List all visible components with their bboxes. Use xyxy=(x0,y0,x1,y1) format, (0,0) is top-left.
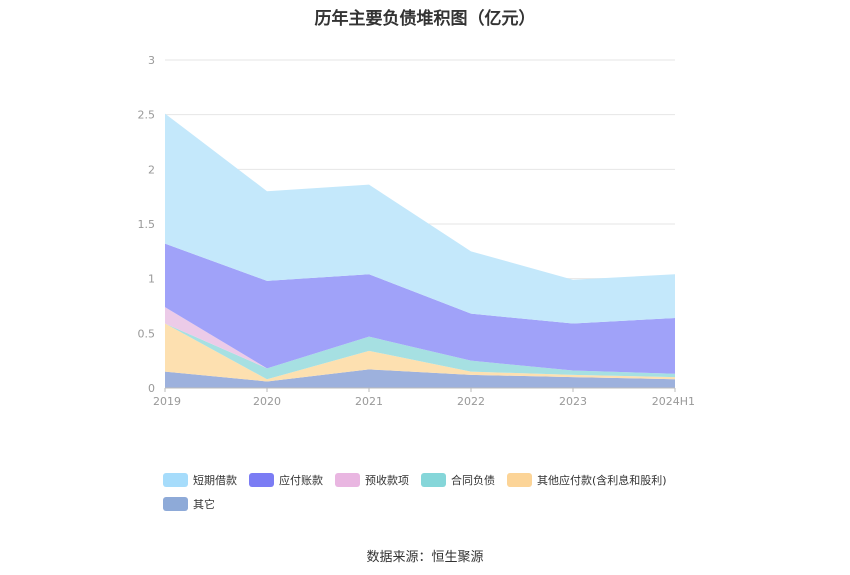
axis-layer: 0 0.5 1 1.5 2 2.5 3 2019 2020 2021 2022 2023 2024H1 xyxy=(138,54,696,408)
y-tick-label: 0 xyxy=(148,382,155,395)
series-area xyxy=(165,369,675,388)
chart-canvas: 0 0.5 1 1.5 2 2.5 3 2019 2020 2021 2022 2023 2024H1 xyxy=(138,54,696,408)
legend-item[interactable]: 短期借款 xyxy=(163,471,237,489)
series-area xyxy=(165,323,675,382)
series-area xyxy=(165,323,675,380)
x-tick-label: 2021 xyxy=(355,395,383,408)
series-area xyxy=(165,113,675,324)
data-source-note: 数据来源：恒生聚源 xyxy=(366,550,484,565)
legend-label: 预收款项 xyxy=(365,474,409,487)
legend-label: 其它 xyxy=(193,498,215,511)
legend-item[interactable]: 预收款项 xyxy=(335,471,409,489)
x-tick-label: 2024H1 xyxy=(652,395,695,408)
legend-item[interactable]: 其他应付款(含利息和股利) xyxy=(507,471,667,489)
chart-title: 历年主要负债堆积图（亿元） xyxy=(314,9,536,29)
legend-item[interactable]: 应付账款 xyxy=(249,471,323,489)
legend-swatch xyxy=(507,473,532,487)
legend-swatch xyxy=(163,473,188,487)
legend-label: 应付账款 xyxy=(279,474,323,487)
y-tick-label: 2.5 xyxy=(138,109,156,122)
legend-swatch xyxy=(421,473,446,487)
legend-item[interactable]: 合同负债 xyxy=(421,471,495,489)
y-tick-label: 0.5 xyxy=(138,327,156,340)
legend-swatch xyxy=(335,473,360,487)
y-tick-label: 3 xyxy=(148,54,155,67)
chart-legend: 短期借款 应付账款 预收款项 合同负债 其他应付款(含利息和股利) 其它 xyxy=(163,471,723,513)
x-tick-label: 2019 xyxy=(153,395,181,408)
legend-swatch xyxy=(163,497,188,511)
legend-label: 其他应付款(含利息和股利) xyxy=(537,474,667,487)
area-layer xyxy=(165,113,675,388)
y-tick-label: 1 xyxy=(148,273,155,286)
x-tick-label: 2023 xyxy=(559,395,587,408)
legend-swatch xyxy=(249,473,274,487)
legend-label: 短期借款 xyxy=(193,474,237,487)
series-area xyxy=(165,243,675,374)
x-tick-label: 2022 xyxy=(457,395,485,408)
legend-label: 合同负债 xyxy=(451,474,495,487)
y-tick-label: 2 xyxy=(148,163,155,176)
x-tick-label: 2020 xyxy=(253,395,281,408)
y-tick-label: 1.5 xyxy=(138,218,156,231)
legend-item[interactable]: 其它 xyxy=(163,495,215,513)
